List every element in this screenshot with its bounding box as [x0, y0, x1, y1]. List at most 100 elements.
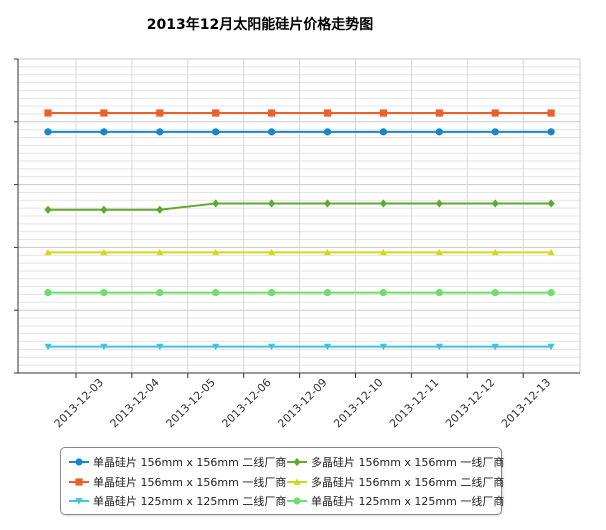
data-point [435, 343, 443, 351]
data-point [268, 109, 276, 117]
data-point [156, 205, 164, 214]
legend-swatch [287, 457, 307, 467]
data-point [547, 343, 555, 351]
data-point [44, 248, 52, 256]
data-point [212, 289, 220, 297]
x-tick-label: 2013-12-13 [499, 376, 553, 430]
series-layer [44, 109, 555, 351]
data-point [547, 128, 555, 136]
series-3 [44, 343, 555, 351]
series-4 [44, 199, 555, 214]
data-point [156, 128, 164, 136]
data-point [435, 289, 443, 297]
x-tick-label: 2013-12-12 [443, 376, 497, 430]
data-point [100, 248, 108, 256]
data-point [435, 248, 443, 256]
legend-label: 单晶硅片 125mm x 125mm 一线厂商 [311, 495, 505, 508]
data-point [323, 109, 332, 117]
data-point [379, 248, 387, 256]
axes-layer [14, 58, 580, 378]
x-tick-label: 2013-12-03 [52, 376, 106, 430]
legend-item: 单晶硅片 156mm x 156mm 一线厂商 [69, 474, 286, 490]
legend-swatch-marker [293, 457, 301, 467]
legend-swatch-marker [75, 498, 83, 505]
x-tick-labels: 2013-12-03 2013-12-04 2013-12-05 2013-12-06… [52, 376, 554, 430]
data-point [212, 199, 220, 208]
data-point [212, 248, 220, 256]
data-point [547, 109, 555, 117]
series-line [48, 202, 552, 211]
data-point [156, 343, 164, 351]
data-point [156, 109, 164, 117]
legend-swatch [287, 478, 307, 485]
data-point [379, 289, 387, 297]
data-point [268, 343, 276, 351]
x-tick-label: 2013-12-04 [108, 376, 162, 430]
data-point [100, 109, 108, 117]
data-point [379, 109, 387, 117]
data-point [268, 128, 276, 136]
data-point [435, 199, 443, 208]
data-point [491, 199, 499, 208]
data-point [156, 289, 164, 297]
legend-label: 单晶硅片 125mm x 125mm 二线厂商 [93, 495, 287, 508]
data-point [323, 248, 332, 256]
legend-item: 单晶硅片 125mm x 125mm 一线厂商 [287, 493, 504, 509]
x-tick-label: 2013-12-06 [219, 376, 273, 430]
data-point [44, 109, 52, 117]
legend-swatch [69, 498, 89, 505]
legend-item: 多晶硅片 156mm x 156mm 二线厂商 [287, 474, 504, 490]
data-point [44, 205, 52, 214]
data-point [212, 109, 220, 117]
data-point [323, 289, 332, 297]
series-5 [44, 248, 555, 256]
data-point [491, 109, 499, 117]
data-point [379, 128, 387, 136]
legend-swatch [69, 478, 89, 486]
data-point [323, 343, 332, 351]
data-point [547, 199, 555, 208]
data-point [379, 343, 387, 351]
data-point [100, 289, 108, 297]
legend: 单晶硅片 156mm x 156mm 二线厂商 单晶硅片 156mm x 156m… [60, 447, 505, 515]
legend-label: 多晶硅片 156mm x 156mm 二线厂商 [311, 476, 505, 489]
data-point [435, 128, 443, 136]
legend-label: 多晶硅片 156mm x 156mm 一线厂商 [311, 456, 505, 469]
data-point [268, 289, 276, 297]
data-point [100, 343, 108, 351]
legend-item: 单晶硅片 156mm x 156mm 二线厂商 [69, 454, 286, 470]
legend-label: 单晶硅片 156mm x 156mm 一线厂商 [93, 476, 287, 489]
data-point [323, 128, 332, 136]
data-point [491, 128, 499, 136]
legend-item: 单晶硅片 125mm x 125mm 二线厂商 [69, 493, 286, 509]
legend-label: 单晶硅片 156mm x 156mm 二线厂商 [93, 456, 287, 469]
data-point [100, 128, 108, 136]
series-2 [44, 109, 555, 117]
chart-title: 2013年12月太阳能硅片价格走势图 [146, 17, 374, 33]
data-point [44, 343, 52, 351]
series-6 [44, 289, 555, 297]
data-point [212, 128, 220, 136]
data-point [435, 109, 443, 117]
data-point [212, 343, 220, 351]
data-point [100, 205, 108, 214]
data-point [547, 289, 555, 297]
data-point [379, 199, 387, 208]
legend-swatch [69, 458, 89, 466]
data-point [44, 128, 52, 136]
data-point [491, 289, 499, 297]
data-point [491, 343, 499, 351]
series-1 [44, 128, 555, 136]
x-tick-label: 2013-12-09 [275, 376, 329, 430]
x-tick-label: 2013-12-10 [331, 376, 385, 430]
data-point [44, 289, 52, 297]
data-point [268, 248, 276, 256]
legend-swatch-marker [75, 478, 83, 486]
data-point [491, 248, 499, 256]
x-tick-label: 2013-12-11 [387, 376, 441, 430]
data-point [268, 199, 276, 208]
grid-layer [18, 58, 581, 373]
legend-swatch [287, 497, 307, 505]
data-point [547, 248, 555, 256]
